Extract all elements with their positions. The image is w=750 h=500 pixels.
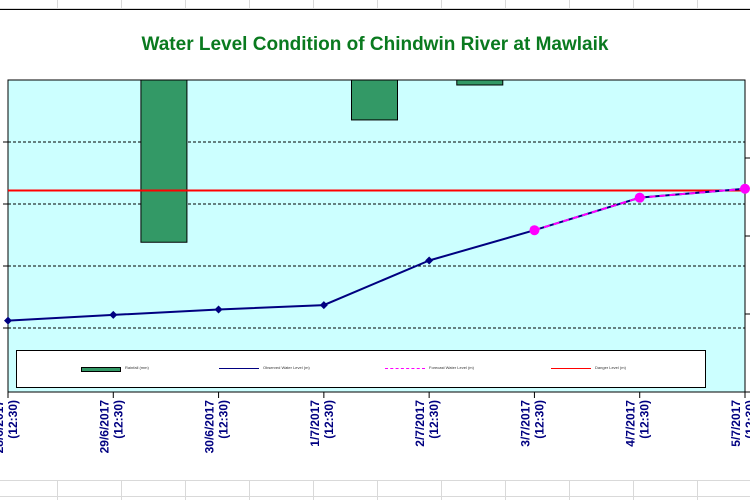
x-tick-label: (12:30): [743, 400, 750, 439]
x-tick-label: 2/7/2017: [413, 400, 427, 447]
forecast-level-point: [529, 225, 540, 236]
legend-observed-line: [219, 368, 259, 369]
legend-danger-label: Danger Level (m): [595, 365, 626, 370]
legend-rainfall-swatch: [81, 367, 121, 372]
legend-danger-line: [551, 368, 591, 369]
x-tick-label: 29/6/2017: [97, 400, 111, 454]
x-tick-label: 1/7/2017: [308, 400, 322, 447]
observed-level-point: [4, 316, 12, 325]
x-tick-label: (12:30): [427, 400, 441, 439]
legend-observed-label: Observed Water Level (m): [263, 365, 310, 370]
rainfall-bar: [456, 79, 504, 86]
x-tick-label: (12:30): [638, 400, 652, 439]
forecast-level-point: [740, 183, 750, 194]
legend-forecast-line: [385, 368, 425, 369]
x-tick-label: (12:30): [322, 400, 336, 439]
chart-legend: Rainfall (mm) Observed Water Level (m) F…: [16, 350, 706, 388]
x-tick-label: 28/6/2017: [0, 400, 6, 454]
observed-level-point: [214, 305, 223, 314]
chart-title: Water Level Condition of Chindwin River …: [141, 34, 609, 55]
forecast-level-point: [634, 192, 645, 203]
legend-rainfall-label: Rainfall (mm): [125, 365, 149, 370]
rainfall-bar: [140, 79, 188, 243]
legend-forecast-label: Forecast Water Level (m): [429, 365, 474, 370]
x-tick-label: (12:30): [532, 400, 546, 439]
plot-area: [7, 79, 746, 393]
x-tick-label: 30/6/2017: [203, 400, 217, 454]
observed-level-point: [319, 301, 328, 310]
rainfall-bar: [351, 79, 398, 121]
x-tick-label: 3/7/2017: [518, 400, 532, 447]
x-tick-label: 4/7/2017: [624, 400, 638, 447]
observed-level-point: [109, 310, 118, 319]
x-tick-label: (12:30): [217, 400, 231, 439]
x-tick-label: (12:30): [6, 400, 20, 439]
x-tick-label: (12:30): [111, 400, 125, 439]
x-tick-label: 5/7/2017: [729, 400, 743, 447]
